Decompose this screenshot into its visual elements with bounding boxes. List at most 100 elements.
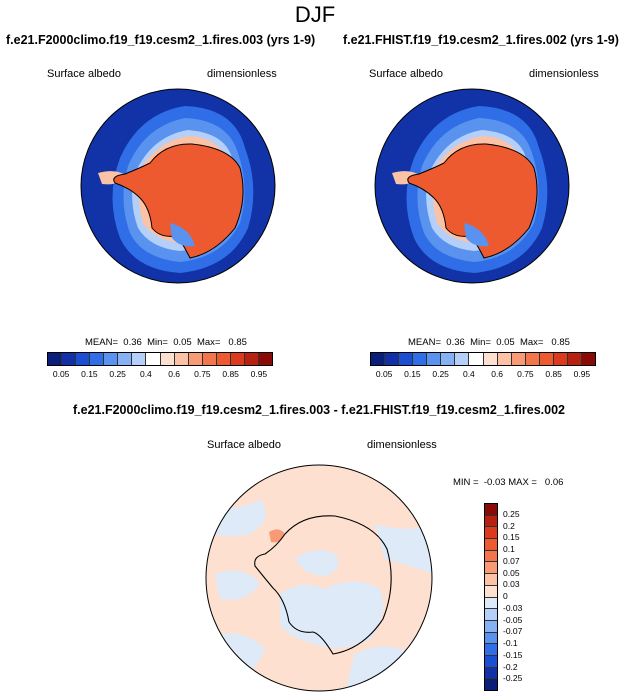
right-polar-map <box>374 88 570 284</box>
colorbar-tick-label: 0.15 <box>404 369 421 379</box>
colorbar-swatch <box>485 609 497 621</box>
colorbar-swatch <box>485 667 497 680</box>
colorbar-tick-label: 0.75 <box>194 369 211 379</box>
colorbar-swatch <box>90 353 105 365</box>
diff-stats: MIN = -0.03 MAX = 0.06 <box>453 477 564 488</box>
colorbar-swatch <box>188 353 203 365</box>
colorbar-swatch <box>485 585 497 598</box>
colorbar-swatch <box>244 353 259 365</box>
colorbar-tick-label: 0.4 <box>139 369 152 379</box>
colorbar-tick-label: 0.6 <box>168 369 181 379</box>
right-map-border <box>374 88 570 284</box>
right-colorbar <box>370 352 596 366</box>
colorbar-swatch <box>485 620 497 633</box>
colorbar-swatch <box>485 562 497 575</box>
colorbar-swatch <box>553 353 568 365</box>
colorbar-tick-label: 0.25 <box>109 369 126 379</box>
colorbar-tick-label: 0.85 <box>545 369 562 379</box>
colorbar-swatch <box>539 353 554 365</box>
colorbar-swatch <box>427 353 442 365</box>
colorbar-tick-label: 0.25 <box>503 508 520 519</box>
colorbar-tick-label: 0.75 <box>517 369 534 379</box>
diff-panel-title: f.e21.F2000climo.f19_f19.cesm2_1.fires.0… <box>73 403 565 417</box>
colorbar-swatch <box>485 539 497 551</box>
colorbar-swatch <box>399 353 414 365</box>
diff-negative-patch <box>280 581 384 648</box>
colorbar-swatch <box>485 527 497 540</box>
colorbar-swatch <box>146 353 161 365</box>
colorbar-tick-label: -0.15 <box>503 649 523 660</box>
colorbar-swatch <box>441 353 456 365</box>
left-panel-title: f.e21.F2000climo.f19_f19.cesm2_1.fires.0… <box>6 33 316 47</box>
colorbar-swatch <box>485 655 497 668</box>
colorbar-swatch <box>216 353 231 365</box>
colorbar-swatch <box>230 353 245 365</box>
right-units-label: dimensionless <box>529 68 599 80</box>
left-polar-map <box>80 88 276 284</box>
colorbar-swatch <box>497 353 512 365</box>
right-stats: MEAN= 0.36 Min= 0.05 Max= 0.85 <box>408 337 570 348</box>
colorbar-tick-label: -0.07 <box>503 626 523 637</box>
colorbar-swatch <box>48 353 63 365</box>
left-colorbar <box>47 352 273 366</box>
diff-units-label: dimensionless <box>367 439 437 451</box>
colorbar-tick-label: 0.05 <box>503 567 520 578</box>
colorbar-tick-label: 0.1 <box>503 544 515 554</box>
colorbar-tick-label: 0.25 <box>432 369 449 379</box>
colorbar-swatch <box>485 644 497 656</box>
diff-map-border <box>205 464 433 692</box>
diff-colorbar <box>484 503 498 691</box>
colorbar-swatch <box>132 353 147 365</box>
colorbar-swatch <box>371 353 386 365</box>
figure-title: DJF <box>294 2 336 27</box>
colorbar-swatch <box>413 353 428 365</box>
colorbar-tick-label: 0.85 <box>222 369 239 379</box>
colorbar-swatch <box>104 353 119 365</box>
colorbar-tick-label: 0.15 <box>81 369 98 379</box>
diff-antarctica-coastline <box>254 515 392 655</box>
colorbar-swatch <box>174 353 189 365</box>
colorbar-tick-label: -0.2 <box>503 661 518 672</box>
right-panel-title: f.e21.FHIST.f19_f19.cesm2_1.fires.002 (y… <box>343 33 619 47</box>
colorbar-tick-label: -0.05 <box>503 614 523 625</box>
colorbar-swatch <box>202 353 217 365</box>
colorbar-swatch <box>485 679 497 690</box>
colorbar-swatch <box>485 550 497 563</box>
colorbar-swatch <box>485 574 497 586</box>
colorbar-swatch <box>525 353 540 365</box>
left-stats: MEAN= 0.36 Min= 0.05 Max= 0.85 <box>85 337 247 348</box>
colorbar-swatch <box>76 353 91 365</box>
colorbar-swatch <box>511 353 526 365</box>
colorbar-swatch <box>469 353 484 365</box>
colorbar-tick-label: 0.95 <box>573 369 591 379</box>
colorbar-tick-label: 0.05 <box>52 369 70 379</box>
left-variable-label: Surface albedo <box>47 68 121 80</box>
colorbar-tick-label: -0.1 <box>503 638 518 648</box>
colorbar-swatch <box>485 515 497 528</box>
colorbar-tick-label: 0.05 <box>375 369 393 379</box>
colorbar-tick-label: -0.25 <box>503 673 523 684</box>
right-variable-label: Surface albedo <box>369 68 443 80</box>
colorbar-swatch <box>118 353 133 365</box>
left-map-border <box>80 88 276 284</box>
colorbar-swatch <box>160 353 175 365</box>
colorbar-swatch <box>485 632 497 645</box>
colorbar-tick-label: 0.2 <box>503 520 515 531</box>
colorbar-swatch <box>455 353 470 365</box>
left-units-label: dimensionless <box>207 68 277 80</box>
colorbar-tick-label: 0.03 <box>503 579 520 590</box>
colorbar-tick-label: 0.15 <box>503 532 520 543</box>
colorbar-tick-label: 0.6 <box>491 369 504 379</box>
colorbar-swatch <box>385 353 400 365</box>
colorbar-tick-label: 0.07 <box>503 555 520 566</box>
colorbar-swatch <box>485 597 497 610</box>
colorbar-tick-label: 0.95 <box>250 369 268 379</box>
colorbar-swatch <box>483 353 498 365</box>
colorbar-tick-label: 0 <box>503 591 508 601</box>
diff-variable-label: Surface albedo <box>207 439 281 451</box>
colorbar-swatch <box>62 353 77 365</box>
colorbar-swatch <box>581 353 595 365</box>
diff-polar-map <box>205 464 433 692</box>
colorbar-tick-label: 0.4 <box>462 369 475 379</box>
colorbar-swatch <box>567 353 582 365</box>
